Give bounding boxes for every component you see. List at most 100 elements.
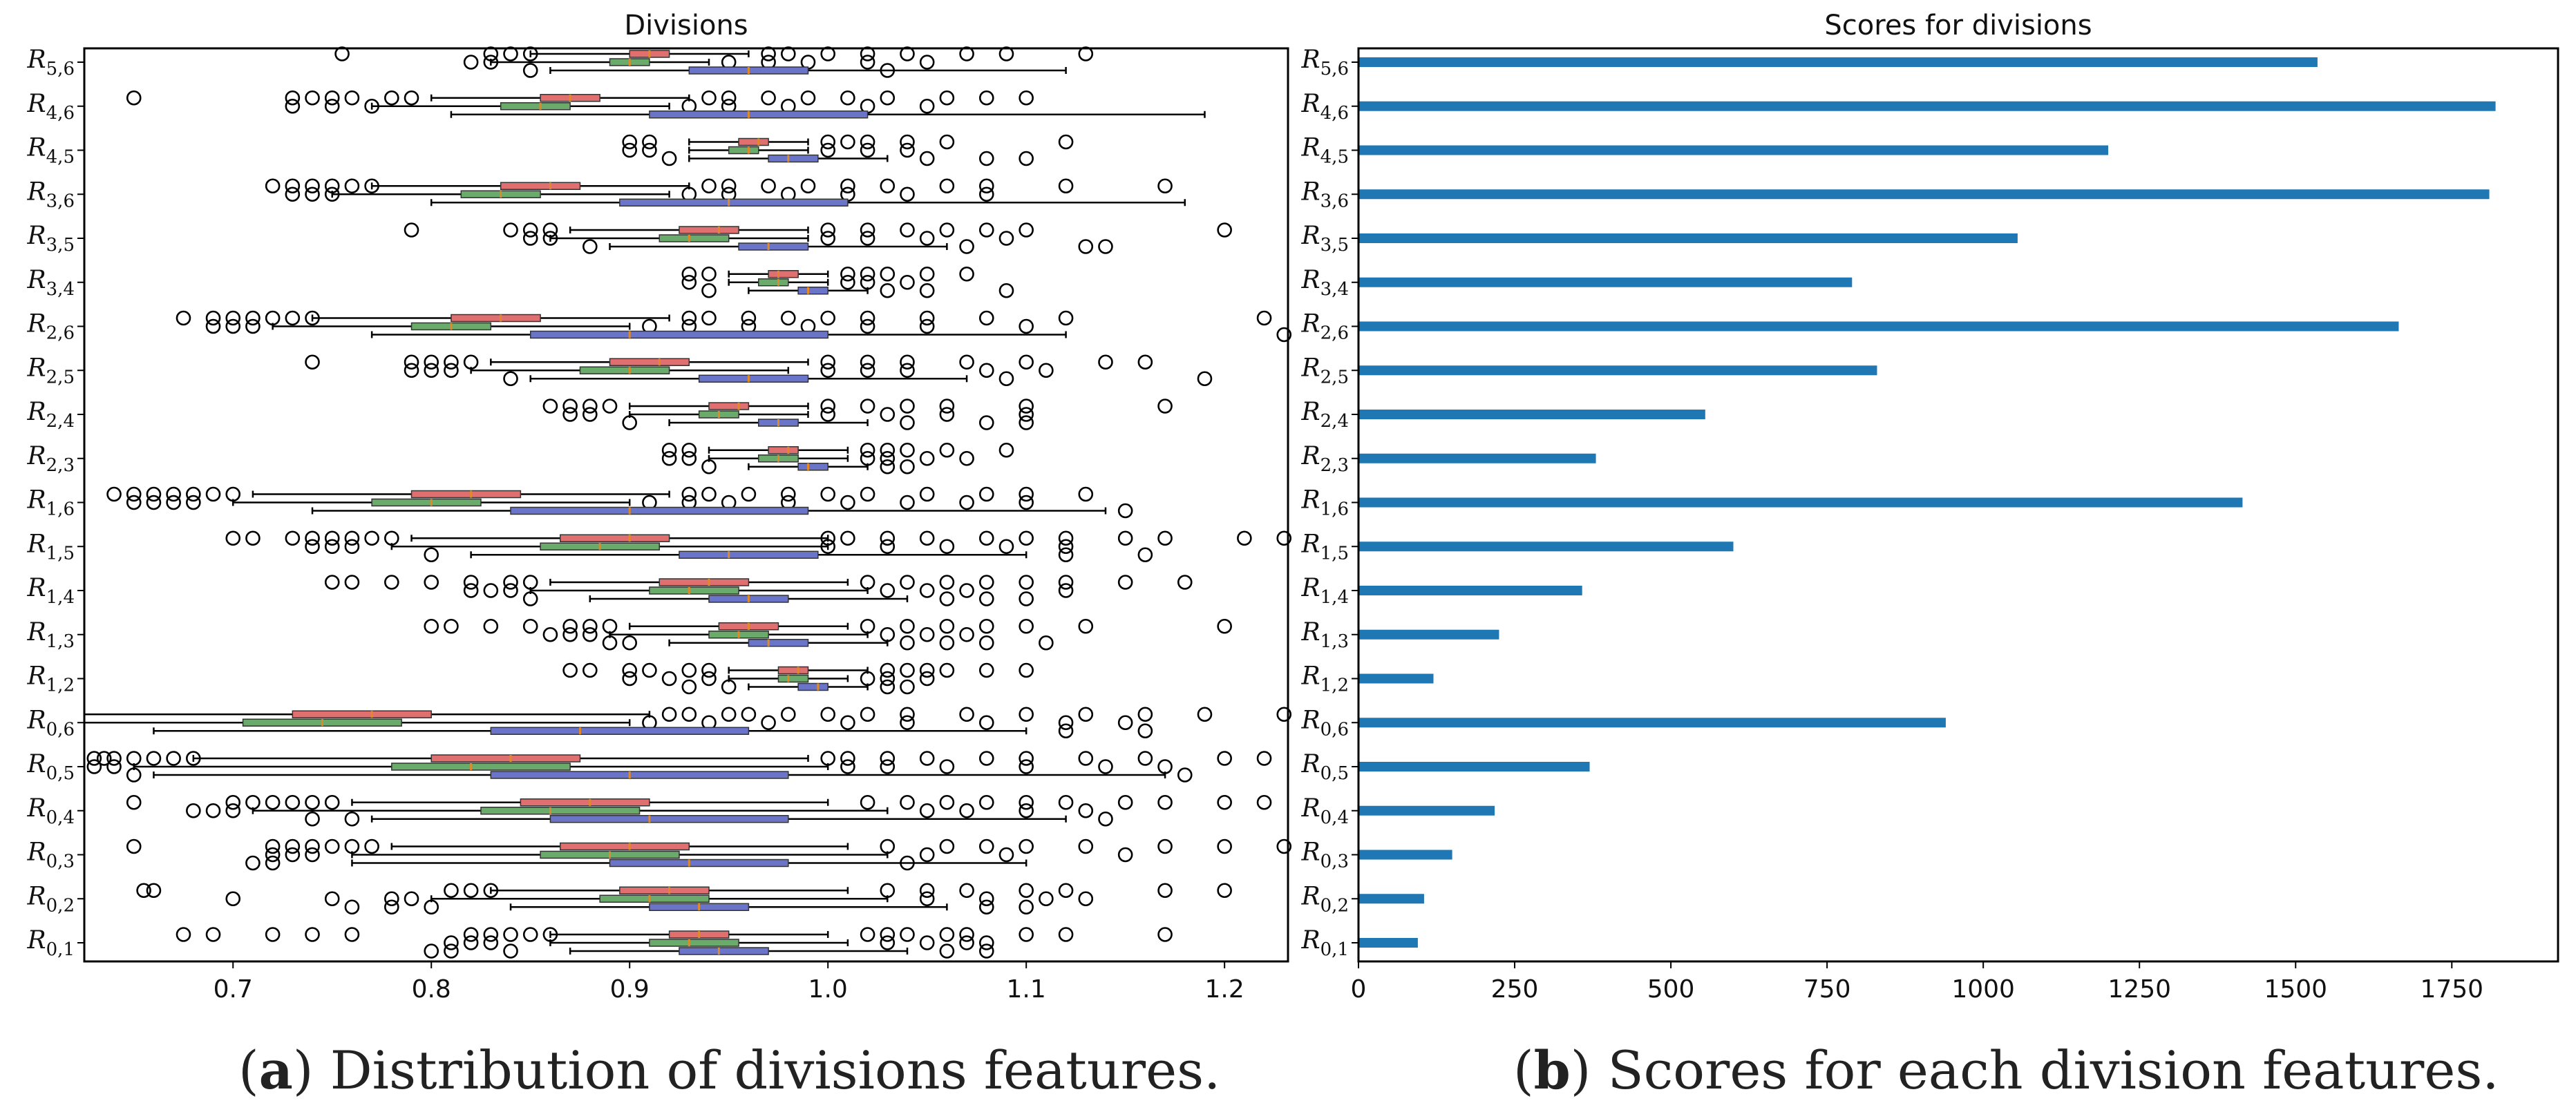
outlier-point	[1019, 759, 1034, 774]
x-tick-label: 1.1	[1007, 975, 1046, 1004]
y-tick-label-base: R	[27, 794, 46, 823]
outlier-point	[305, 90, 320, 106]
outlier-point	[820, 222, 835, 238]
outlier-point	[622, 671, 638, 687]
caption-b-text: ) Scores for each division features.	[1570, 1039, 2499, 1101]
outlier-point	[1137, 547, 1153, 563]
outlier-point	[305, 178, 320, 194]
outlier-point	[1019, 803, 1034, 818]
outlier-point	[939, 943, 955, 959]
outlier-point	[1117, 530, 1133, 546]
y-tick-label-base: R	[1301, 310, 1320, 338]
outlier-point	[761, 178, 776, 194]
outlier-point	[404, 354, 419, 370]
y-tick-label-base: R	[1301, 926, 1320, 955]
box	[599, 894, 710, 903]
outlier-point	[900, 495, 915, 510]
outlier-point	[860, 794, 875, 810]
outlier-point	[404, 222, 419, 238]
outlier-point	[1157, 759, 1173, 774]
outlier-point	[1117, 575, 1133, 590]
outlier-point	[305, 811, 320, 827]
outlier-point	[900, 399, 915, 414]
y-tick-label-sub: 1,6	[1320, 499, 1349, 520]
y-tick-label-sub: 0,3	[46, 852, 75, 872]
box	[430, 754, 581, 763]
outlier-point	[364, 838, 379, 854]
outlier-point	[1217, 618, 1232, 634]
outlier-point	[820, 399, 835, 414]
outlier-point	[1117, 794, 1133, 810]
y-tick-label: R2,3	[1301, 442, 1349, 476]
y-tick-label: R1,6	[27, 486, 75, 520]
outlier-point	[880, 450, 896, 466]
outlier-point	[285, 98, 301, 114]
outlier-point	[463, 354, 479, 370]
y-tick-label-sub: 3,6	[46, 191, 75, 211]
y-tick-label-sub: 5,6	[1320, 59, 1349, 79]
outlier-point	[483, 618, 499, 634]
outlier-point	[1276, 707, 1292, 722]
box	[579, 366, 670, 374]
outlier-point	[681, 310, 697, 326]
y-tick-label-base: R	[27, 706, 46, 734]
outlier-point	[1039, 363, 1054, 378]
outlier-point	[285, 847, 301, 863]
outlier-point	[1256, 794, 1272, 810]
box	[659, 578, 750, 586]
outlier-point	[939, 591, 955, 606]
outlier-point	[126, 486, 142, 502]
outlier-point	[800, 178, 816, 194]
outlier-point	[919, 530, 935, 546]
outlier-point	[900, 635, 915, 651]
outlier-point	[978, 715, 994, 731]
outlier-point	[1117, 847, 1133, 863]
outlier-point	[463, 883, 479, 899]
outlier-point	[1078, 618, 1094, 634]
y-tick-label: R1,3	[1301, 618, 1349, 652]
outlier-point	[860, 274, 875, 290]
outlier-point	[305, 794, 320, 810]
outlier-point	[978, 530, 994, 546]
y-tick-label-sub: 3,6	[1320, 191, 1349, 211]
outlier-point	[1019, 927, 1034, 942]
y-tick-label-base: R	[1301, 222, 1320, 250]
outlier-point	[444, 618, 459, 634]
outlier-point	[562, 626, 578, 642]
outlier-point	[820, 707, 835, 722]
outlier-point	[1276, 327, 1292, 343]
outlier-point	[939, 618, 955, 634]
outlier-point	[364, 530, 379, 546]
outlier-point	[840, 178, 855, 194]
y-tick-label-base: R	[1301, 442, 1320, 470]
outlier-point	[86, 759, 102, 774]
outlier-point	[1019, 318, 1034, 334]
outlier-point	[503, 371, 518, 387]
outlier-point	[324, 186, 340, 202]
outlier-point	[978, 575, 994, 590]
outlier-point	[205, 310, 221, 326]
outlier-point	[978, 794, 994, 810]
divisions-chart-title: Divisions	[624, 10, 748, 41]
y-tick-label: R1,4	[1301, 574, 1349, 608]
outlier-point	[860, 310, 875, 326]
box	[371, 498, 482, 507]
box	[738, 242, 809, 251]
outlier-point	[880, 883, 896, 899]
outlier-point	[919, 55, 935, 70]
outlier-point	[265, 838, 281, 854]
outlier-point	[998, 442, 1014, 458]
outlier-point	[919, 883, 935, 899]
box	[560, 534, 670, 542]
outlier-point	[146, 486, 162, 502]
box	[410, 490, 522, 499]
y-tick-label: R4,5	[27, 134, 75, 168]
outlier-point	[919, 671, 935, 687]
outlier-point	[860, 450, 875, 466]
y-tick-label: R3,4	[27, 266, 75, 300]
outlier-point	[324, 539, 340, 555]
outlier-point	[1058, 883, 1074, 899]
outlier-point	[285, 90, 301, 106]
y-tick-label-base: R	[1301, 46, 1320, 74]
outlier-point	[959, 927, 974, 942]
